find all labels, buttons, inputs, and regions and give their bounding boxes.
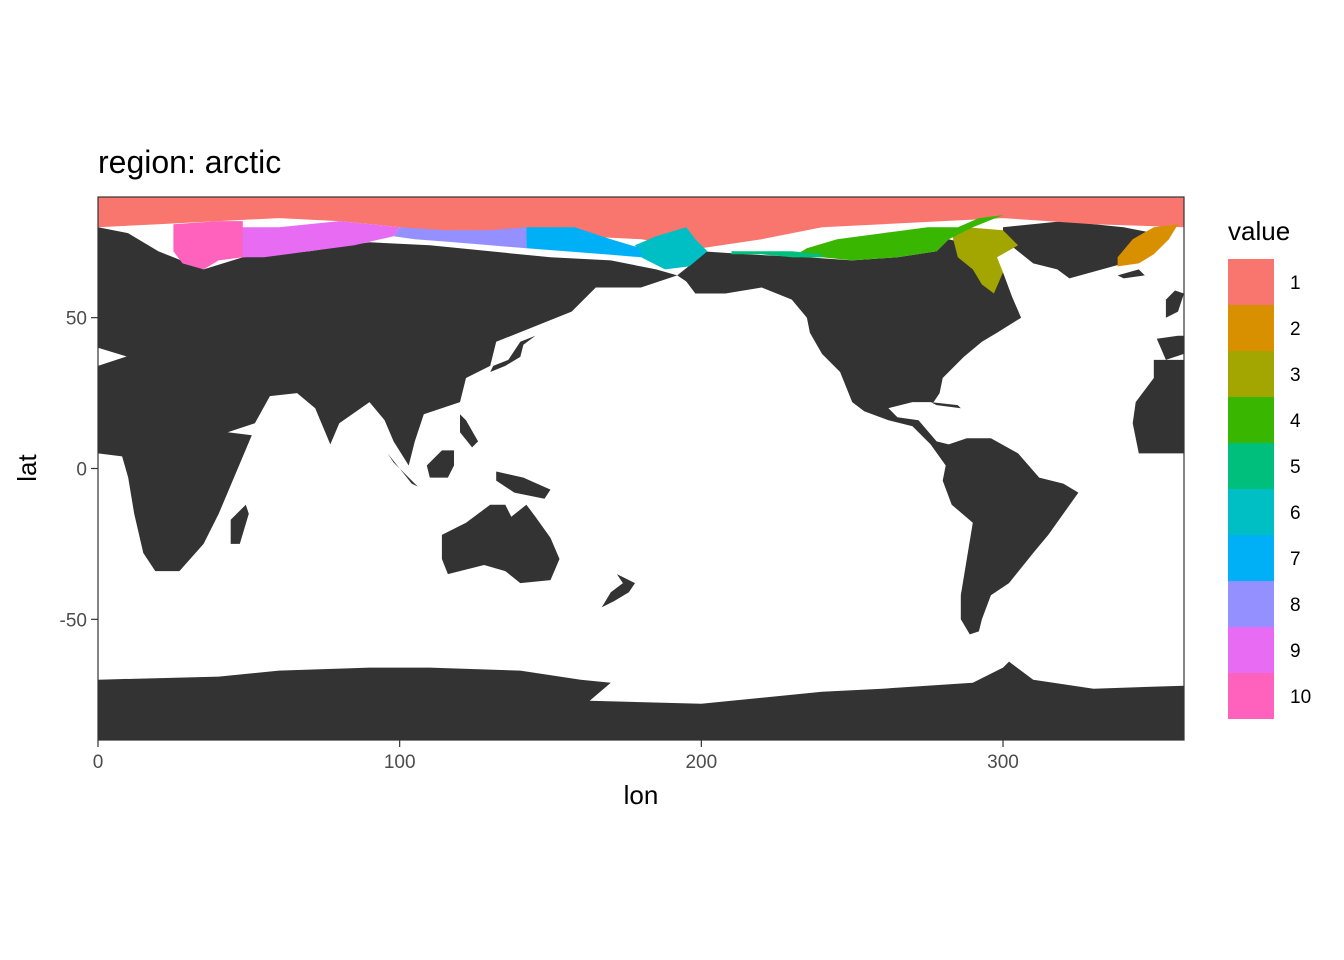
- legend-label: 1: [1290, 273, 1301, 294]
- region-1: [98, 197, 1184, 249]
- land-madagascar: [230, 504, 249, 544]
- legend-label: 9: [1290, 641, 1301, 662]
- land-iberia-right: [1156, 335, 1184, 360]
- legend-label: 10: [1290, 687, 1311, 708]
- land-layer: [98, 221, 1184, 740]
- x-axis: 0 100 200 300: [93, 740, 1019, 773]
- legend-key-10: [1228, 673, 1274, 719]
- region-layer: [98, 197, 1184, 294]
- region-4: [791, 215, 1003, 261]
- legend-key-8: [1228, 581, 1274, 627]
- land-new-guinea: [496, 471, 551, 499]
- y-axis: 50 0 -50: [60, 309, 98, 631]
- legend-key-9: [1228, 627, 1274, 673]
- legend-label: 3: [1290, 365, 1301, 386]
- y-axis-title: lat: [12, 453, 42, 481]
- land-iceland: [1117, 269, 1145, 279]
- legend-key-1: [1228, 259, 1274, 305]
- legend-key-5: [1228, 443, 1274, 489]
- land-north-africa-right: [1132, 359, 1184, 454]
- legend-label: 6: [1290, 503, 1301, 524]
- legend-label: 8: [1290, 595, 1301, 616]
- region-5: [731, 251, 822, 258]
- land-philippines: [460, 414, 479, 448]
- land-cuba: [930, 402, 961, 409]
- land-greenland-east: [1003, 221, 1154, 279]
- legend-key-2: [1228, 305, 1274, 351]
- legend-label: 4: [1290, 411, 1301, 432]
- region-3: [951, 227, 1019, 294]
- legend-label: 5: [1290, 457, 1301, 478]
- legend-entries: 1 2 3 4 5 6 7 8 9 10: [1228, 259, 1311, 719]
- y-tick-label: 50: [66, 309, 87, 330]
- x-tick-label: 100: [384, 752, 416, 773]
- x-axis-title: lon: [624, 780, 659, 810]
- land-new-zealand: [601, 574, 635, 608]
- region-8: [393, 227, 527, 249]
- region-10: [173, 221, 243, 270]
- region-6: [635, 227, 708, 270]
- chart-title: region: arctic: [98, 144, 281, 180]
- x-tick-label: 200: [685, 752, 717, 773]
- y-tick-label: -50: [60, 610, 87, 631]
- plot-panel: [97, 196, 1185, 741]
- x-tick-label: 0: [93, 752, 104, 773]
- region-2: [1117, 224, 1178, 267]
- y-tick-label: 0: [76, 460, 87, 481]
- land-americas: [677, 239, 1079, 635]
- land-antarctica: [98, 661, 1184, 740]
- land-british-isles: [1165, 290, 1184, 318]
- legend: value 1 2 3 4 5 6 7 8 9 10: [1228, 216, 1311, 719]
- x-tick-label: 300: [987, 752, 1019, 773]
- region-9: [233, 221, 400, 258]
- legend-key-7: [1228, 535, 1274, 581]
- land-japan: [490, 335, 536, 372]
- region-7: [526, 227, 641, 258]
- legend-title: value: [1228, 216, 1290, 246]
- legend-label: 7: [1290, 549, 1301, 570]
- legend-key-6: [1228, 489, 1274, 535]
- legend-key-3: [1228, 351, 1274, 397]
- land-eurasia-africa: [98, 227, 678, 572]
- legend-label: 2: [1290, 319, 1301, 340]
- land-australia: [441, 504, 560, 584]
- legend-key-4: [1228, 397, 1274, 443]
- land-borneo: [426, 450, 454, 478]
